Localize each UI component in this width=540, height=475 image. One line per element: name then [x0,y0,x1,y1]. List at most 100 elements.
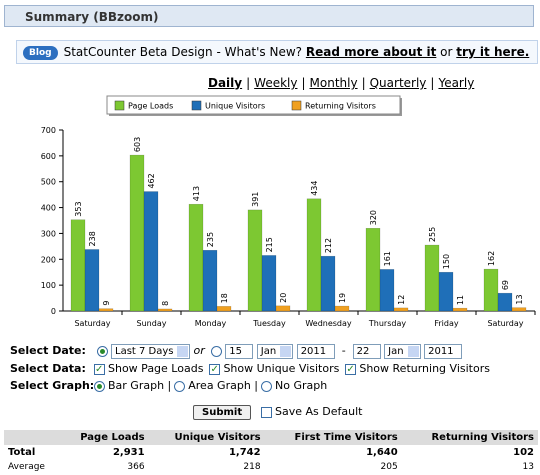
range-select[interactable]: Last 7 Days [111,343,190,359]
x-tick-label: Wednesday [305,319,352,328]
y-tick-label: 100 [41,281,56,290]
chart: 0 100 200 300 400 500 600 700 Page Loads Unique V… [41,95,536,328]
y-tick-label: 500 [41,178,56,187]
dash: - [341,344,346,357]
bar [157,308,173,312]
data-option: Show Page Loads [108,362,204,375]
value-label: 11 [456,295,465,305]
summary-table: Page Loads Unique Visitors First Time Visi… [4,430,538,474]
header-cell: First Time Visitors [264,430,402,445]
bar [320,255,336,312]
radio[interactable] [211,345,223,357]
value-label: 18 [220,293,229,303]
y-tick-label: 0 [51,307,56,316]
table-row: Average 366 218 205 13 [4,460,538,474]
checkbox[interactable] [261,406,272,418]
value-label: 19 [338,293,347,303]
header-title: Summary (BBzoom) [4,5,534,27]
value-label: 434 [310,180,319,195]
header-cell: Page Loads [59,430,149,445]
x-tick-label: Saturday [74,319,110,328]
bar [143,191,159,312]
period-link[interactable]: Daily [208,76,243,90]
value-label: 162 [487,251,496,266]
checkbox[interactable] [209,362,221,378]
radio[interactable] [97,345,108,357]
bar [84,249,100,312]
value-label: 235 [206,232,215,247]
x-tick-label: Saturday [487,319,523,328]
graph-option: No Graph [275,379,328,392]
bar [98,308,114,312]
legend-label: Page Loads [128,102,173,111]
value-label: 462 [147,173,156,188]
legend-swatch [114,100,125,111]
read-more-link[interactable]: Read more about it [305,45,437,59]
checkbox[interactable] [94,362,105,378]
x-tick-label: Sunday [137,319,167,328]
period-link[interactable]: Monthly [309,76,358,90]
value-label: 150 [442,254,451,269]
bar [261,255,277,312]
from-day[interactable]: 15 [225,343,254,359]
bar [483,268,499,312]
from-year[interactable]: 2011 [296,343,335,359]
radio[interactable] [94,380,105,392]
or: or [193,344,205,357]
separator: | [361,76,366,90]
period-link[interactable]: Yearly [438,76,475,90]
bar [129,154,145,312]
x-tick-label: Tuesday [252,319,286,328]
bar [424,244,440,312]
value-label: 353 [74,201,83,216]
value-label: 215 [265,237,274,252]
x-tick-label: Friday [434,319,459,328]
period-link[interactable]: Quarterly [369,76,427,90]
table-row: Total 2,931 1,742 1,640 102 [4,445,538,460]
table-cell: Average [8,462,45,472]
to-year[interactable]: 2011 [424,343,463,359]
period-link[interactable]: Weekly [254,76,298,90]
bar [306,198,322,312]
y-tick-label: 300 [41,229,56,238]
submit-button[interactable]: Submit [193,405,252,420]
radio[interactable] [261,380,273,392]
y-tick-label: 700 [41,126,56,135]
y-tick-label: 600 [41,152,56,161]
header-cell: Returning Visitors [401,430,538,445]
bar [497,292,513,312]
data-row: Select Data: Show Page Loads Show Unique V… [10,361,490,378]
legend-swatch [291,100,302,111]
legend-swatch [191,100,202,111]
checkbox[interactable] [345,362,357,378]
blog-badge[interactable]: Blog [23,46,58,60]
banner-text: StatCounter Beta Design - What's New? [63,45,303,59]
value-label: 8 [161,301,170,306]
table-cell: 1,742 [228,447,261,458]
date-label: Select Date: [10,344,86,357]
value-label: 69 [501,280,510,290]
try-link[interactable]: try it here. [456,45,530,59]
value-label: 12 [397,295,406,305]
table-cell: 218 [243,462,261,472]
data-option: Show Returning Visitors [359,362,490,375]
period-links: Daily | Weekly | Monthly | Quarterly | Yearly [208,76,474,90]
from-month[interactable]: Jan [256,343,294,359]
bar [247,209,263,312]
bar [511,307,527,312]
separator: | [246,76,251,90]
radio[interactable] [174,380,186,392]
to-month[interactable]: Jan [384,343,421,359]
y-tick-label: 400 [41,204,56,213]
date-row: Select Date: Last 7 Days or 15 Jan 2011 -… [10,343,463,359]
to-day[interactable]: 22 [352,343,381,359]
banner-or: or [440,45,453,59]
value-label: 238 [88,231,97,246]
bar [379,269,395,312]
separator: | [301,76,306,90]
table-cell: Total [8,447,36,458]
table-cell: 102 [513,447,534,458]
table-cell: 1,640 [366,447,398,458]
legend-label: Returning Visitors [305,102,376,111]
